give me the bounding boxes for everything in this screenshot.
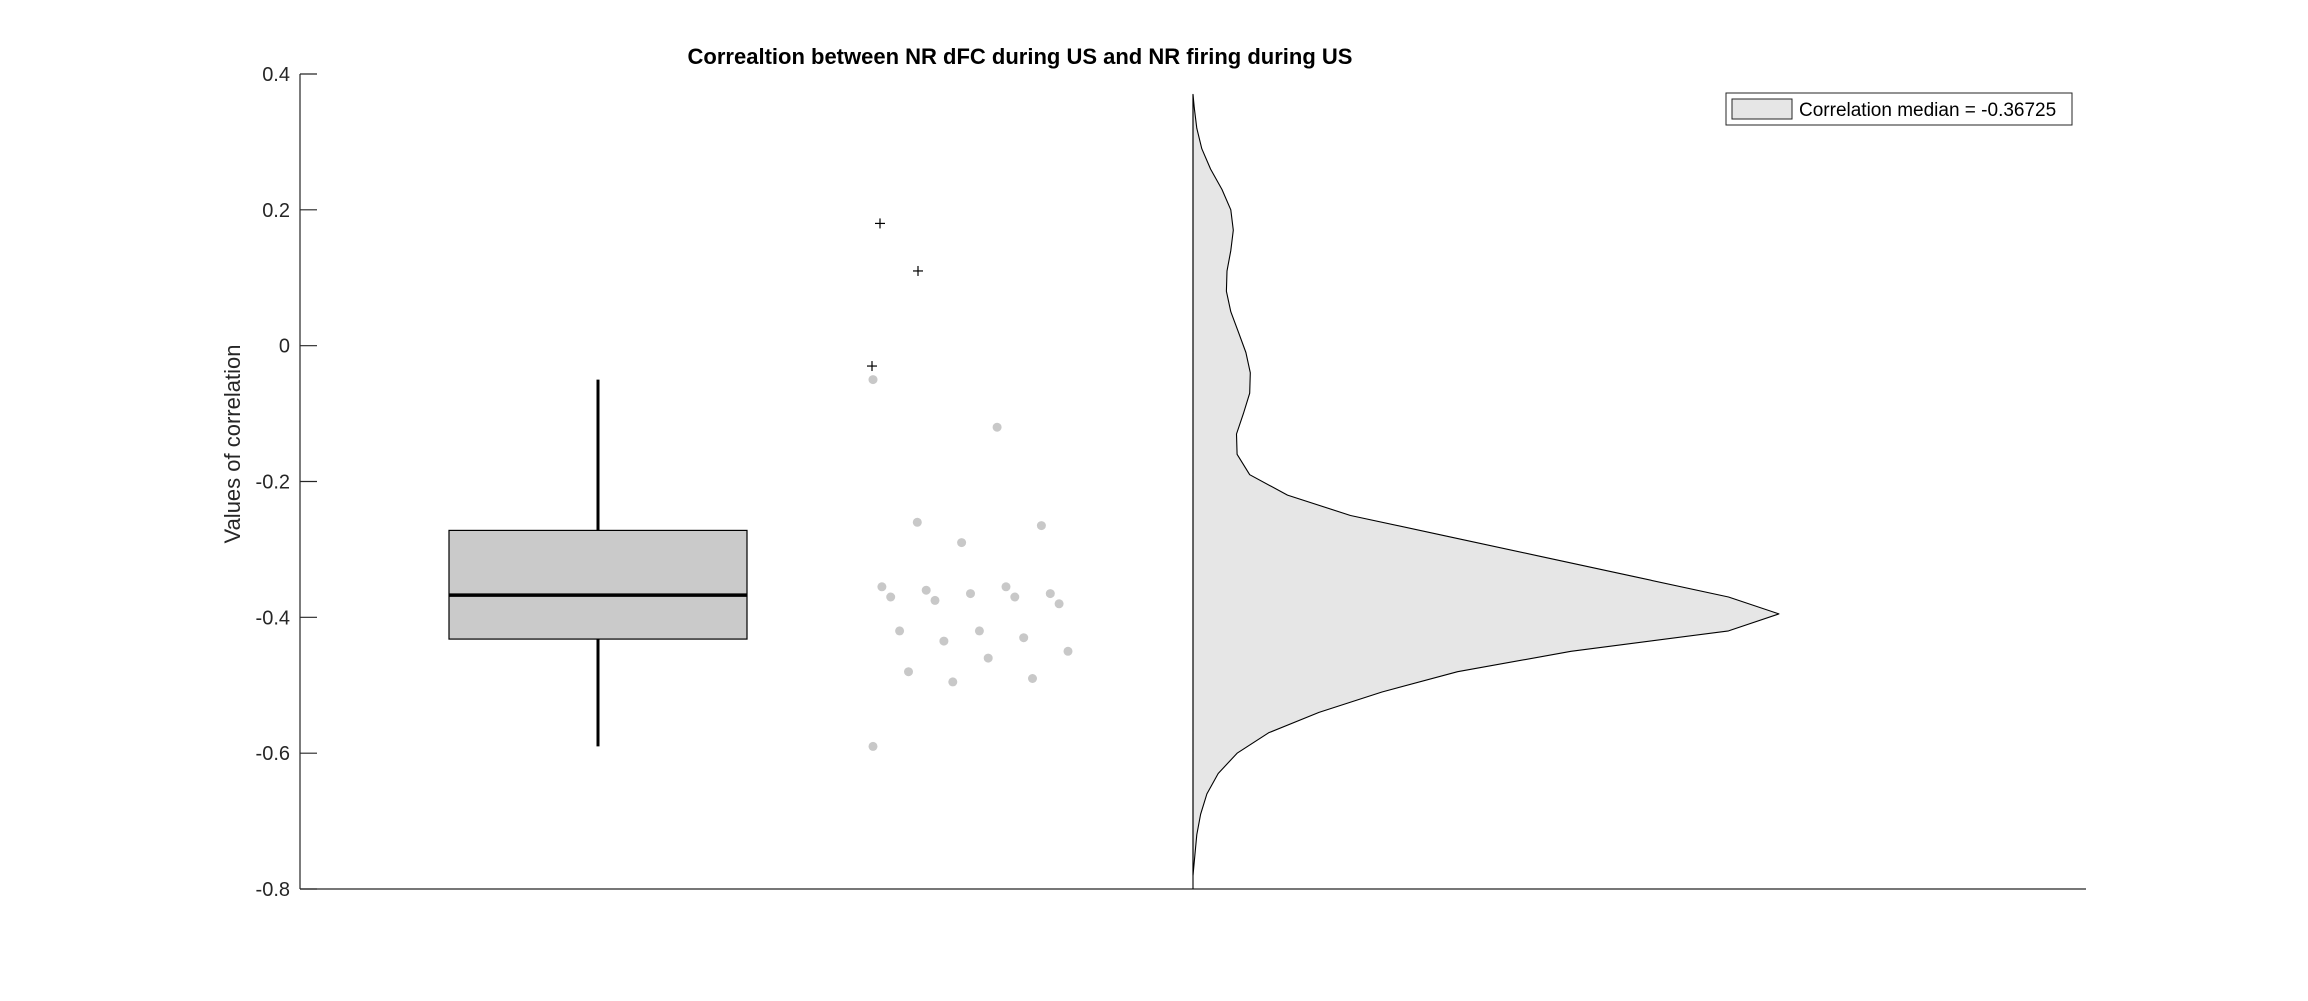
y-axis-label: Values of correlation (220, 345, 245, 544)
scatter-point (1010, 593, 1019, 602)
legend-entry: Correlation median = -0.36725 (1799, 100, 2056, 121)
scatter-point (1037, 521, 1046, 530)
scatter-point (957, 538, 966, 547)
y-tick-label: -0.8 (256, 879, 290, 901)
scatter-point (948, 677, 957, 686)
scatter-point (975, 626, 984, 635)
scatter-point (895, 626, 904, 635)
scatter-point (869, 375, 878, 384)
scatter-point (1019, 633, 1028, 642)
scatter-point (913, 518, 922, 527)
scatter-point (939, 637, 948, 646)
y-tick-label: 0.2 (262, 200, 290, 222)
y-tick-label: -0.2 (256, 472, 290, 494)
scatter-point (922, 586, 931, 595)
scatter-point (931, 596, 940, 605)
scatter-point (904, 667, 913, 676)
y-tick-label: 0 (279, 336, 290, 358)
scatter-point (1028, 674, 1037, 683)
y-tick-label: -0.6 (256, 743, 290, 765)
iqr-box (449, 530, 747, 639)
scatter-point (984, 654, 993, 663)
scatter-point (993, 423, 1002, 432)
scatter-point (886, 593, 895, 602)
scatter-point (877, 582, 886, 591)
chart-title: Correaltion between NR dFC during US and… (688, 44, 1353, 69)
legend-swatch (1732, 99, 1792, 119)
scatter-point (869, 742, 878, 751)
y-tick-label: 0.4 (262, 64, 290, 86)
scatter-point (1046, 589, 1055, 598)
scatter-point (966, 589, 975, 598)
scatter-point (1002, 582, 1011, 591)
y-tick-label: -0.4 (256, 607, 290, 629)
scatter-point (1055, 599, 1064, 608)
scatter-point (1064, 647, 1073, 656)
legend: Correlation median = -0.36725 (1726, 93, 2072, 125)
